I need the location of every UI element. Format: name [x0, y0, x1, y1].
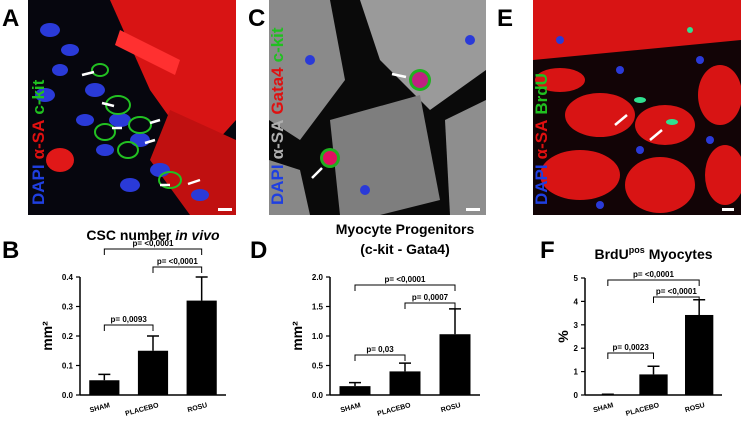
significance-bracket	[607, 352, 654, 359]
panel-letter: E	[497, 5, 513, 32]
y-axis-label: %	[555, 330, 571, 343]
chart-title: Myocyte Progenitors	[336, 221, 475, 237]
panel-letter: D	[250, 237, 267, 264]
x-tick-label: SHAM	[593, 402, 615, 414]
error-bar	[399, 362, 411, 372]
p-value: p= <0,0001	[157, 257, 198, 266]
panel-letter: F	[540, 237, 555, 264]
title-part: (c-kit - Gata4)	[360, 241, 449, 257]
significance-bracket	[103, 248, 203, 255]
chart-title: BrdUpos Myocytes	[594, 245, 712, 262]
x-tick-label: ROSU	[187, 402, 208, 414]
x-tick-label: PLACEBO	[625, 402, 660, 418]
x-tick-label: ROSU	[684, 402, 705, 414]
title-part: Myocyte Progenitors	[336, 221, 475, 237]
p-value: p= 0,03	[366, 345, 394, 354]
y-tick-label: 0.3	[62, 303, 74, 312]
stain-name: c-kit	[29, 79, 48, 114]
bar	[389, 371, 421, 395]
bar	[339, 386, 371, 395]
stain-name: α-SA	[532, 120, 551, 160]
y-tick-label: 3	[574, 321, 579, 330]
stain-label: DAPI α-SA Gata4 c-kit	[268, 27, 287, 205]
micrograph	[28, 0, 236, 215]
y-axis-label: mm²	[289, 321, 305, 351]
y-tick-label: 1.0	[312, 332, 324, 341]
stain-name: DAPI	[268, 164, 287, 205]
stain-name: BrdU	[532, 73, 551, 115]
micrograph	[269, 0, 486, 215]
error-bar	[349, 381, 361, 387]
chart-title: CSC number in vivo	[86, 227, 220, 243]
y-tick-label: 1.5	[312, 303, 324, 312]
stain-name: α-SA	[29, 120, 48, 160]
y-axis-label: mm²	[39, 321, 55, 351]
panel-letter: A	[2, 5, 19, 32]
significance-bracket	[103, 324, 154, 331]
x-tick-label: ROSU	[440, 402, 461, 414]
p-value: p= <0,0001	[656, 287, 697, 296]
panel-letter: B	[2, 237, 19, 264]
error-bar	[98, 373, 111, 381]
significance-bracket	[354, 284, 456, 291]
bar	[186, 300, 217, 395]
y-tick-label: 4	[574, 297, 579, 306]
p-value: p= <0,0001	[633, 270, 674, 279]
title-part: CSC number	[86, 227, 171, 243]
p-value: p= <0,0001	[133, 239, 174, 248]
bar	[685, 314, 714, 395]
significance-bracket	[653, 296, 700, 303]
error-bar	[147, 335, 159, 351]
stain-name: Gata4	[268, 67, 287, 115]
stain-name: c-kit	[268, 27, 287, 62]
y-tick-label: 2	[574, 344, 579, 353]
y-tick-label: 0.1	[62, 362, 74, 371]
y-tick-label: 1	[574, 368, 579, 377]
y-tick-label: 0.5	[312, 362, 324, 371]
x-tick-label: PLACEBO	[125, 402, 160, 418]
y-tick-label: 0	[574, 391, 579, 400]
error-bar	[449, 308, 461, 335]
error-bar	[195, 276, 208, 301]
y-tick-label: 2.0	[312, 273, 324, 282]
micrograph	[533, 0, 741, 215]
stain-name: α-SA	[268, 120, 287, 160]
panel-letter: C	[248, 5, 265, 32]
chart-title: (c-kit - Gata4)	[360, 241, 449, 257]
x-tick-label: SHAM	[89, 402, 111, 414]
title-part: Myocytes	[649, 246, 713, 262]
stain-name: DAPI	[29, 164, 48, 205]
significance-bracket	[354, 354, 406, 361]
y-tick-label: 0.0	[62, 391, 74, 400]
bar	[89, 380, 120, 395]
significance-bracket	[607, 279, 700, 286]
stain-label: DAPI α-SA c-kit	[29, 79, 48, 205]
x-tick-label: SHAM	[340, 402, 362, 414]
y-tick-label: 0.2	[62, 332, 74, 341]
significance-bracket	[152, 266, 203, 273]
y-tick-label: 5	[574, 274, 579, 283]
p-value: p= <0,0001	[385, 275, 426, 284]
p-value: p= 0,0007	[412, 293, 449, 302]
bar	[137, 350, 169, 395]
significance-bracket	[404, 302, 456, 309]
p-value: p= 0,0023	[613, 343, 650, 352]
y-tick-label: 0.0	[312, 391, 324, 400]
p-value: p= 0,0093	[111, 315, 148, 324]
bar	[639, 374, 668, 395]
x-tick-label: PLACEBO	[377, 402, 412, 418]
title-part: in vivo	[175, 227, 220, 243]
bar	[439, 334, 471, 395]
title-part: pos	[629, 245, 645, 255]
title-part: BrdU	[594, 246, 628, 262]
stain-name: DAPI	[532, 164, 551, 205]
y-tick-label: 0.4	[62, 273, 74, 282]
error-bar	[647, 365, 660, 375]
stain-label: DAPI α-SA BrdU	[532, 73, 551, 205]
